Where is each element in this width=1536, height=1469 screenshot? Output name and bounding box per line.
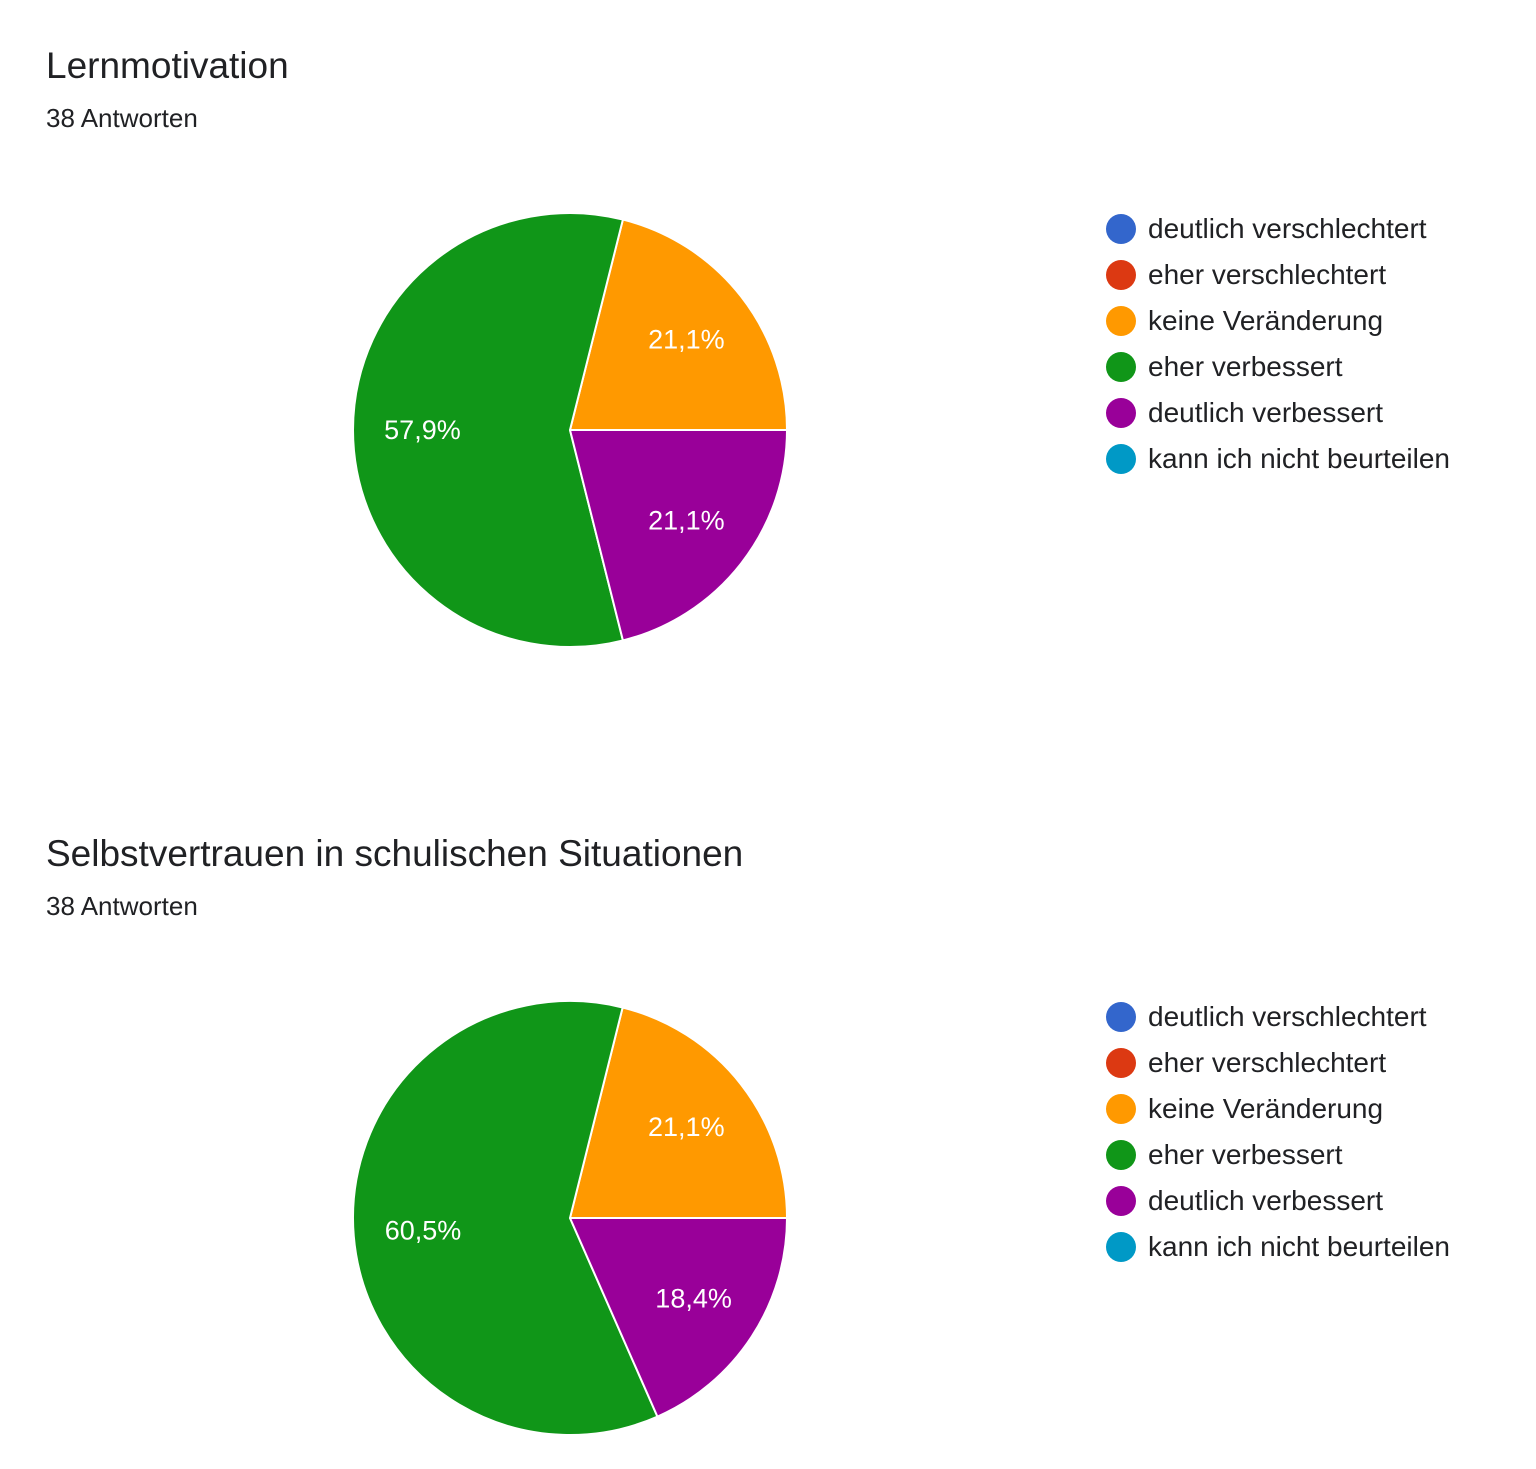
chart-card-selbstvertrauen: Selbstvertrauen in schulischen Situation…: [0, 788, 1536, 1469]
legend-label: deutlich verschlechtert: [1148, 1001, 1427, 1032]
legend-item[interactable]: eher verbessert: [1106, 1132, 1450, 1178]
legend-item[interactable]: eher verschlechtert: [1106, 1040, 1450, 1086]
legend-swatch-icon: [1106, 214, 1136, 244]
legend-item[interactable]: deutlich verbessert: [1106, 1178, 1450, 1224]
pie-slice-keine-veränderung[interactable]: [569, 218, 788, 431]
legend-item[interactable]: eher verschlechtert: [1106, 252, 1450, 298]
legend-swatch-icon: [1106, 1094, 1136, 1124]
legend-label: eher verbessert: [1148, 351, 1343, 382]
legend-swatch-icon: [1106, 260, 1136, 290]
legend-swatch-icon: [1106, 1186, 1136, 1216]
legend-item[interactable]: keine Veränderung: [1106, 1086, 1450, 1132]
slice-data-label: 21,1%: [648, 324, 725, 354]
legend-label: eher verschlechtert: [1148, 1047, 1387, 1078]
legend-swatch-icon: [1106, 1232, 1136, 1262]
legend-swatch-icon: [1106, 306, 1136, 336]
legend-label: keine Veränderung: [1148, 1093, 1384, 1124]
response-count: 38 Antworten: [46, 103, 198, 133]
legend-label: kann ich nicht beurteilen: [1148, 1231, 1450, 1262]
pie-chart[interactable]: 21,1% 60,5% 18,4%: [330, 978, 810, 1458]
pie-slice-keine-veränderung[interactable]: [569, 1006, 788, 1219]
response-count: 38 Antworten: [46, 891, 198, 921]
slice-data-label: 57,9%: [384, 415, 461, 445]
legend-item[interactable]: deutlich verschlechtert: [1106, 206, 1450, 252]
legend-swatch-icon: [1106, 444, 1136, 474]
chart-title: Selbstvertrauen in schulischen Situation…: [46, 833, 744, 874]
legend-swatch-icon: [1106, 1002, 1136, 1032]
legend-label: deutlich verbessert: [1148, 1185, 1384, 1216]
slice-data-label: 21,1%: [648, 506, 725, 536]
pie-slice-eher-verbessert[interactable]: [352, 212, 624, 648]
legend-swatch-icon: [1106, 1048, 1136, 1078]
chart-legend: deutlich verschlechtert eher verschlecht…: [1106, 206, 1450, 482]
legend-item[interactable]: kann ich nicht beurteilen: [1106, 436, 1450, 482]
chart-legend: deutlich verschlechtert eher verschlecht…: [1106, 994, 1450, 1270]
legend-label: keine Veränderung: [1148, 305, 1384, 336]
pie-slice-eher-verbessert[interactable]: [352, 1000, 659, 1436]
legend-item[interactable]: eher verbessert: [1106, 344, 1450, 390]
legend-label: kann ich nicht beurteilen: [1148, 443, 1450, 474]
legend-item[interactable]: deutlich verbessert: [1106, 390, 1450, 436]
legend-swatch-icon: [1106, 352, 1136, 382]
pie-slice-deutlich-verbessert[interactable]: [569, 429, 788, 642]
legend-swatch-icon: [1106, 398, 1136, 428]
slice-data-label: 18,4%: [655, 1284, 732, 1314]
legend-label: eher verschlechtert: [1148, 259, 1387, 290]
legend-label: deutlich verbessert: [1148, 397, 1384, 428]
chart-title: Lernmotivation: [46, 45, 289, 86]
legend-label: eher verbessert: [1148, 1139, 1343, 1170]
slice-data-label: 60,5%: [385, 1216, 462, 1246]
legend-swatch-icon: [1106, 1140, 1136, 1170]
pie-slice-deutlich-verbessert[interactable]: [569, 1217, 788, 1418]
legend-item[interactable]: deutlich verschlechtert: [1106, 994, 1450, 1040]
pie-chart[interactable]: 21,1% 57,9% 21,1%: [330, 190, 810, 670]
legend-item[interactable]: keine Veränderung: [1106, 298, 1450, 344]
slice-data-label: 21,1%: [648, 1112, 725, 1142]
legend-item[interactable]: kann ich nicht beurteilen: [1106, 1224, 1450, 1270]
legend-label: deutlich verschlechtert: [1148, 213, 1427, 244]
chart-card-lernmotivation: Lernmotivation 38 Antworten 21,1% 57,9% 21…: [46, 45, 1450, 670]
